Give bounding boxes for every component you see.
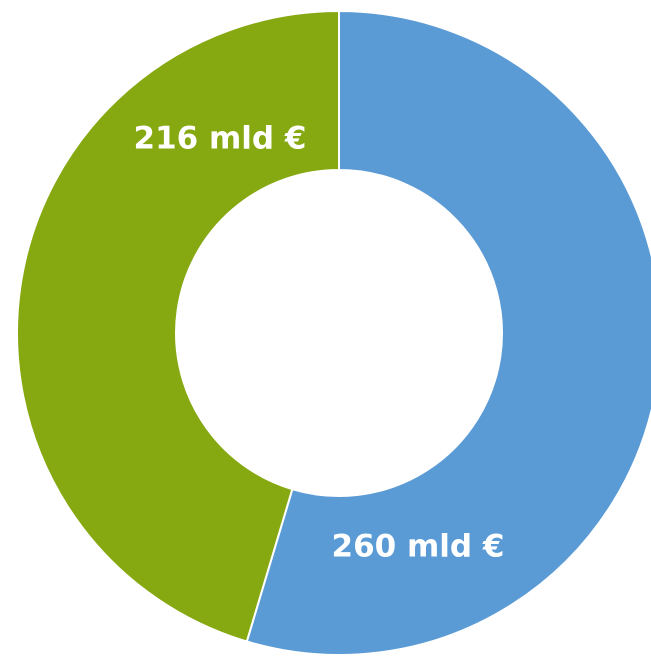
data-label: 216 mld € bbox=[134, 121, 307, 157]
donut-segment bbox=[245, 9, 651, 656]
data-label: 260 mld € bbox=[332, 529, 505, 565]
donut-segment bbox=[16, 9, 340, 643]
